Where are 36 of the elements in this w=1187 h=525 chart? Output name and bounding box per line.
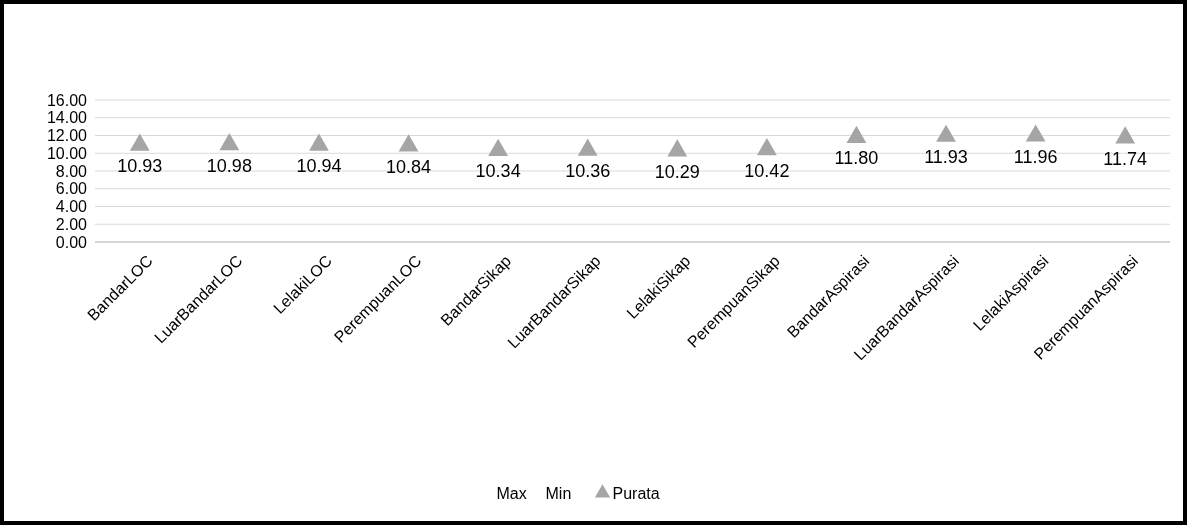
point (488, 138, 509, 156)
y-tick-label: 2.00 (55, 215, 88, 233)
data-label: 10.36 (565, 161, 611, 182)
y-tick-label: 4.00 (55, 198, 88, 216)
point (667, 139, 688, 157)
data-label: 10.93 (117, 156, 163, 176)
point (398, 134, 419, 152)
data-label: 11.93 (924, 147, 968, 168)
point (129, 133, 150, 151)
data-label: 11.80 (834, 148, 879, 169)
data-label: 11.74 (1103, 148, 1148, 169)
point (936, 124, 956, 142)
y-tick-label: 0.00 (55, 233, 88, 251)
data-label: 10.34 (475, 161, 521, 182)
data-label: 10.94 (296, 155, 342, 176)
point (846, 125, 867, 143)
y-tick-label: 8.00 (55, 162, 88, 180)
text: Max (496, 484, 527, 502)
y-tick-label: 12.00 (46, 127, 88, 145)
point (1115, 126, 1136, 144)
legend-label: Purata (612, 484, 660, 502)
point (219, 133, 240, 151)
point (577, 138, 598, 156)
point (756, 138, 777, 156)
y-tick-label: 16.00 (46, 91, 88, 109)
data-label: 11.96 (1013, 146, 1058, 167)
y-tick-label: 10.00 (46, 144, 88, 162)
text: Min (545, 484, 572, 502)
data-label: 10.29 (654, 161, 700, 182)
y-tick-label: 6.00 (55, 180, 88, 198)
point (309, 133, 329, 151)
point (1025, 124, 1046, 142)
data-label: 10.84 (386, 156, 432, 177)
y-tick-label: 14.00 (46, 109, 88, 127)
data-label: 10.98 (206, 155, 252, 176)
data-label: 10.42 (744, 160, 790, 181)
